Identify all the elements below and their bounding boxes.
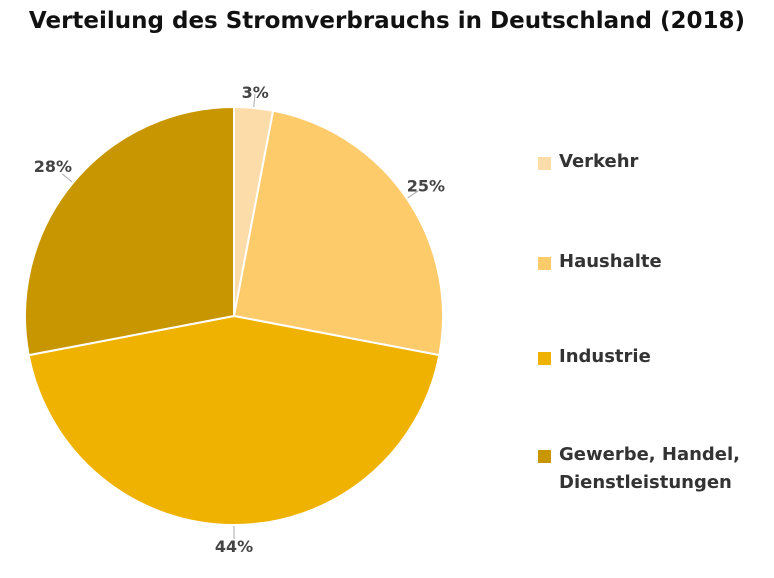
- legend-label-gewerbe: Gewerbe, Handel, Dienstleistungen: [559, 444, 741, 493]
- pie-slice-haushalte: [232, 109, 444, 357]
- legend-item-verkehr: Verkehr: [538, 151, 768, 176]
- pie-slice-industrie: [27, 314, 441, 526]
- legend-swatch-haushalte: [538, 257, 551, 270]
- data-label-gewerbe-handel-dienstleistungen: 28%: [34, 157, 72, 176]
- legend-label-haushalte: Haushalte: [559, 251, 662, 272]
- legend-swatch-gewerbe: [538, 450, 551, 463]
- data-label-haushalte: 25%: [407, 177, 445, 196]
- leader-line-verkehr: [253, 93, 256, 107]
- legend-swatch-industrie: [538, 352, 551, 365]
- legend-label-verkehr: Verkehr: [559, 151, 639, 172]
- legend-label-industrie: Industrie: [559, 346, 651, 367]
- data-label-verkehr: 3%: [242, 83, 269, 102]
- data-label-industrie: 44%: [215, 537, 253, 556]
- legend-item-gewerbe: Gewerbe, Handel, Dienstleistungen: [538, 444, 768, 497]
- legend-item-haushalte: Haushalte: [538, 251, 768, 276]
- legend-item-industrie: Industrie: [538, 346, 768, 371]
- leader-line-haushalte: [407, 190, 419, 199]
- pie-slice-gewerbe-handel-dienstleistungen: [24, 105, 235, 357]
- chart-title: Verteilung des Stromverbrauchs in Deutsc…: [28, 8, 746, 34]
- legend-swatch-verkehr: [538, 157, 551, 170]
- leader-line-gewerbe-handel-dienstleistungen: [61, 173, 73, 183]
